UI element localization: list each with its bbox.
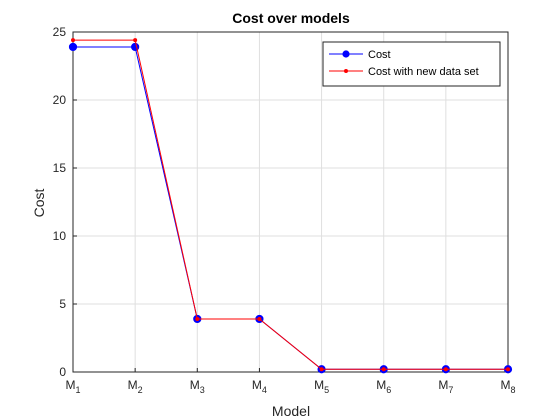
legend-label: Cost — [368, 49, 391, 61]
data-point — [443, 367, 448, 372]
x-tick-label: M5 — [314, 378, 329, 395]
y-tick-label: 10 — [53, 229, 67, 243]
legend-label: Cost with new data set — [368, 66, 479, 78]
y-tick-label: 5 — [59, 297, 66, 311]
series-line — [73, 46, 508, 370]
y-tick-label: 0 — [59, 365, 66, 379]
data-point — [195, 316, 200, 321]
chart-title: Cost over models — [232, 10, 350, 26]
series-2 — [71, 38, 510, 372]
data-point — [133, 38, 138, 43]
x-tick-label: M2 — [128, 378, 143, 395]
data-point — [319, 367, 324, 372]
data-point — [71, 38, 75, 43]
data-point — [257, 316, 262, 321]
x-tick-label: M1 — [65, 378, 80, 395]
x-tick-label: M7 — [438, 378, 453, 395]
data-point — [506, 367, 510, 372]
x-tick-label: M4 — [252, 378, 267, 395]
legend-marker — [344, 69, 348, 73]
y-tick-label: 25 — [53, 25, 67, 39]
series-1 — [68, 42, 513, 374]
data-point — [381, 367, 386, 372]
legend-marker — [342, 50, 350, 58]
plot-area — [72, 31, 509, 373]
legend-entry: Cost with new data set — [329, 66, 479, 78]
y-axis: 0 5 10 15 20 25 — [53, 25, 77, 379]
y-tick-label: 15 — [53, 161, 67, 175]
y-axis-label: Cost — [31, 189, 47, 218]
series-line — [73, 39, 508, 370]
legend: Cost Cost with new data set — [322, 41, 501, 87]
legend-box — [322, 41, 501, 87]
x-tick-label: M3 — [190, 378, 205, 395]
x-tick-label: M6 — [376, 378, 391, 395]
y-tick-label: 20 — [53, 93, 67, 107]
x-tick-label: M8 — [500, 378, 515, 395]
legend-entry: Cost — [329, 49, 391, 61]
data-point — [68, 42, 78, 52]
x-axis-label: Model — [272, 403, 310, 419]
series-layer — [68, 38, 513, 374]
